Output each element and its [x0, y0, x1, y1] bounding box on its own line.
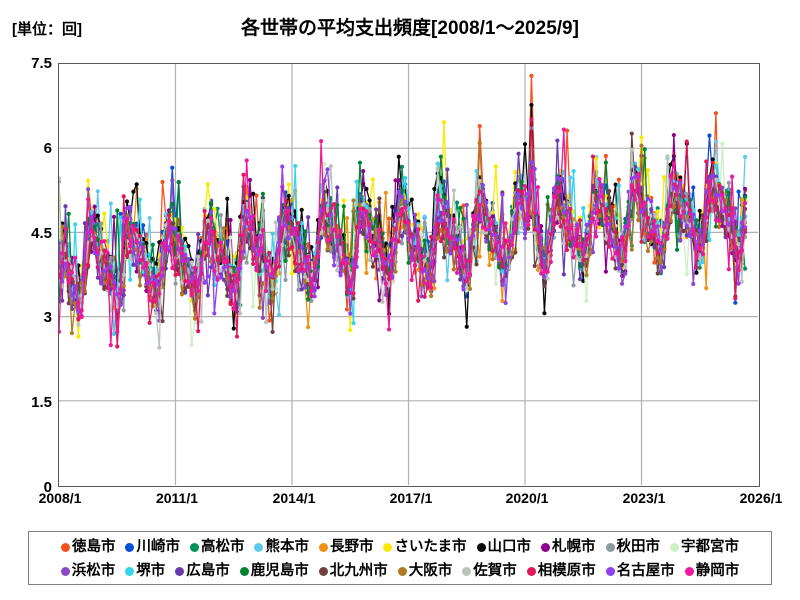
legend-item-熊本市[interactable]: 熊本市 — [254, 540, 309, 555]
legend-item-大阪市[interactable]: 大阪市 — [397, 562, 453, 579]
legend-marker-icon — [605, 542, 615, 552]
legend-item-徳島市[interactable]: 徳島市 — [60, 538, 116, 555]
legend-item-label: 高松市 — [200, 538, 245, 555]
x-tick-label: 2023/1 — [622, 490, 666, 506]
legend-marker-icon — [175, 566, 185, 576]
legend-marker-icon — [189, 542, 199, 552]
legend-item-label: 宇都宮市 — [681, 538, 740, 555]
x-tick-label: 2008/1 — [38, 490, 82, 506]
legend-item-label: 長野市 — [329, 538, 374, 555]
x-tick-label: 2020/1 — [505, 490, 549, 506]
legend-item-秋田市[interactable]: 秋田市 — [605, 538, 661, 555]
legend-marker-icon — [462, 566, 472, 576]
legend-marker-icon — [125, 566, 135, 576]
x-tick-label: 2011/1 — [155, 490, 199, 506]
legend-marker-icon — [383, 542, 393, 552]
legend-marker-icon — [318, 566, 328, 576]
legend-marker-icon — [605, 566, 615, 576]
legend-marker-icon — [476, 542, 486, 552]
x-tick-label: 2026/1 — [739, 490, 783, 506]
page-title: 各世帯の平均支出頻度[2008/1～2025/9] — [241, 18, 579, 39]
legend-item-広島市[interactable]: 広島市 — [175, 564, 230, 579]
legend-row: 徳島市 川崎市 高松市 熊本市 長野市 さいたま市 山口市 札幌市 秋田市 宇都宮市 — [29, 535, 771, 559]
y-axis: 7.5 6 4.5 3 1.5 0 — [0, 0, 52, 600]
data-series-group — [59, 73, 748, 350]
legend-item-川崎市[interactable]: 川崎市 — [125, 540, 180, 555]
legend-item-label: 浜松市 — [71, 562, 116, 579]
y-tick-label: 3 — [43, 309, 52, 326]
legend-marker-icon — [318, 542, 328, 552]
legend-marker-icon — [60, 566, 70, 576]
legend-marker-icon — [670, 542, 680, 552]
legend-item-浜松市[interactable]: 浜松市 — [60, 562, 116, 579]
y-tick-label: 7.5 — [31, 55, 52, 72]
y-tick-label: 0 — [43, 479, 52, 496]
legend-item-label: 川崎市 — [136, 538, 180, 555]
legend-item-label: 秋田市 — [616, 538, 661, 555]
legend: 徳島市 川崎市 高松市 熊本市 長野市 さいたま市 山口市 札幌市 秋田市 宇都宮市 浜松市 堺市 広… — [28, 531, 772, 585]
legend-marker-icon — [125, 542, 135, 552]
legend-marker-icon — [684, 566, 694, 576]
legend-item-堺市[interactable]: 堺市 — [125, 564, 165, 579]
legend-item-佐賀市[interactable]: 佐賀市 — [462, 564, 517, 579]
legend-item-label: 佐賀市 — [473, 562, 517, 579]
unit-label: [単位：回] — [12, 21, 82, 38]
x-axis: 2008/1 2011/1 2014/1 2017/1 2020/1 2023/… — [0, 490, 800, 514]
legend-row: 浜松市 堺市 広島市 鹿児島市 北九州市 大阪市 佐賀市 相模原市 名古屋市 静岡市 — [29, 559, 771, 583]
legend-item-さいたま市[interactable]: さいたま市 — [383, 538, 467, 555]
plot-area — [58, 63, 760, 487]
legend-item-北九州市[interactable]: 北九州市 — [318, 562, 388, 579]
legend-item-宇都宮市[interactable]: 宇都宮市 — [670, 540, 739, 555]
legend-item-label: 大阪市 — [408, 562, 453, 579]
legend-item-高松市[interactable]: 高松市 — [189, 538, 245, 555]
legend-item-相模原市[interactable]: 相模原市 — [526, 562, 596, 579]
legend-item-label: 相模原市 — [537, 562, 596, 579]
series-canvas — [59, 64, 758, 485]
x-tick-label: 2014/1 — [272, 490, 316, 506]
legend-marker-icon — [60, 542, 70, 552]
legend-item-label: さいたま市 — [394, 538, 467, 555]
series-静岡市 — [59, 127, 748, 348]
legend-item-label: 徳島市 — [71, 538, 116, 555]
legend-item-山口市[interactable]: 山口市 — [476, 538, 532, 555]
legend-item-label: 熊本市 — [265, 538, 309, 555]
legend-item-label: 静岡市 — [695, 562, 740, 579]
y-tick-label: 4.5 — [31, 225, 52, 242]
legend-item-label: 堺市 — [136, 562, 166, 579]
legend-item-label: 北九州市 — [329, 562, 388, 579]
legend-marker-icon — [526, 566, 536, 576]
legend-item-札幌市[interactable]: 札幌市 — [541, 540, 596, 555]
legend-item-静岡市[interactable]: 静岡市 — [684, 562, 740, 579]
legend-item-label: 名古屋市 — [616, 562, 675, 579]
legend-item-label: 鹿児島市 — [250, 562, 309, 579]
legend-item-長野市[interactable]: 長野市 — [318, 538, 374, 555]
legend-item-label: 広島市 — [186, 562, 230, 579]
y-tick-label: 6 — [43, 140, 52, 157]
series-鹿児島市 — [59, 147, 748, 305]
legend-marker-icon — [254, 542, 264, 552]
legend-marker-icon — [541, 542, 551, 552]
legend-item-名古屋市[interactable]: 名古屋市 — [605, 562, 675, 579]
legend-item-鹿児島市[interactable]: 鹿児島市 — [239, 562, 309, 579]
legend-item-label: 札幌市 — [552, 538, 596, 555]
x-tick-label: 2017/1 — [389, 490, 433, 506]
legend-marker-icon — [397, 566, 407, 576]
y-tick-label: 1.5 — [31, 394, 52, 411]
legend-item-label: 山口市 — [487, 538, 532, 555]
legend-marker-icon — [239, 566, 249, 576]
